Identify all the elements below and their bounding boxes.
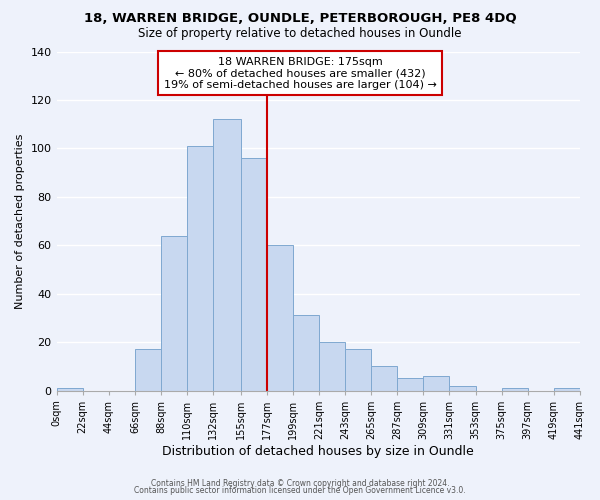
Bar [502,388,528,390]
Text: Size of property relative to detached houses in Oundle: Size of property relative to detached ho… [138,28,462,40]
Bar [187,146,213,390]
Bar [424,376,449,390]
Bar [266,245,293,390]
Bar [161,236,187,390]
X-axis label: Distribution of detached houses by size in Oundle: Distribution of detached houses by size … [163,444,474,458]
Bar [449,386,476,390]
Bar [397,378,424,390]
Text: Contains public sector information licensed under the Open Government Licence v3: Contains public sector information licen… [134,486,466,495]
Bar [135,350,161,391]
Y-axis label: Number of detached properties: Number of detached properties [15,134,25,308]
Bar [56,388,83,390]
Bar [293,316,319,390]
Text: 18 WARREN BRIDGE: 175sqm
← 80% of detached houses are smaller (432)
19% of semi-: 18 WARREN BRIDGE: 175sqm ← 80% of detach… [164,56,436,90]
Text: 18, WARREN BRIDGE, OUNDLE, PETERBOROUGH, PE8 4DQ: 18, WARREN BRIDGE, OUNDLE, PETERBOROUGH,… [83,12,517,26]
Bar [371,366,397,390]
Text: Contains HM Land Registry data © Crown copyright and database right 2024.: Contains HM Land Registry data © Crown c… [151,478,449,488]
Bar [554,388,580,390]
Bar [345,350,371,391]
Bar [241,158,266,390]
Bar [319,342,345,390]
Bar [213,120,241,390]
